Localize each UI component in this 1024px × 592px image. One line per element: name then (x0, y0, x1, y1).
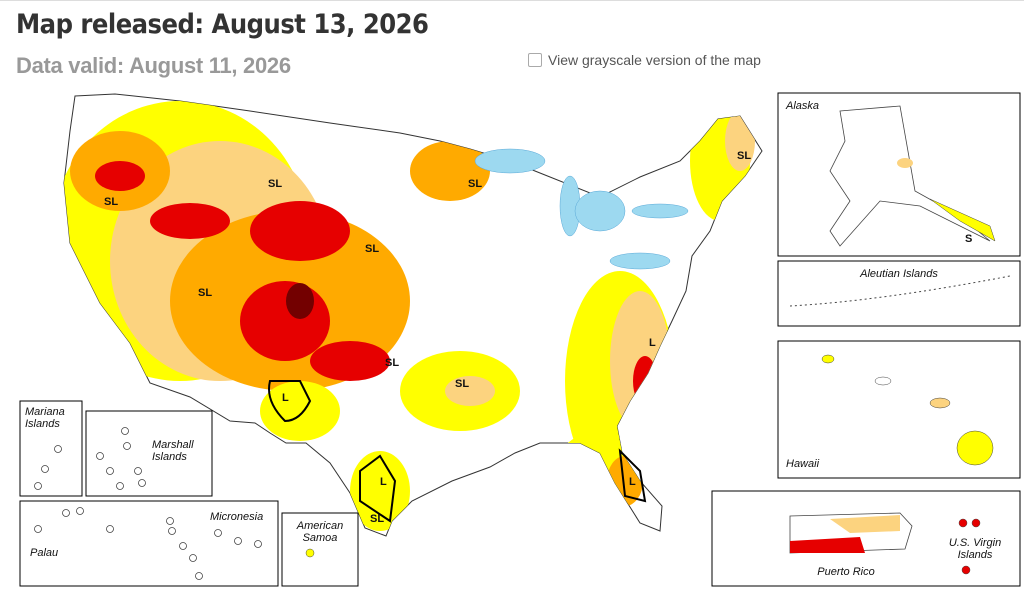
impact-label: SL (198, 287, 212, 299)
impact-label: SL (370, 513, 384, 525)
title: Map released: August 13, 2026 (16, 9, 429, 40)
inset-label: Hawaii (786, 458, 820, 470)
impact-label: SL (737, 150, 751, 162)
pr-box (711, 490, 1021, 587)
grayscale-toggle[interactable]: View grayscale version of the map (528, 52, 761, 68)
impact-label: S (965, 233, 972, 245)
inset-labels: Alaska Aleutian Islands Hawaii Puerto Ri… (25, 100, 1001, 578)
inset-label: Palau (30, 547, 58, 559)
aleutian-box (777, 260, 1021, 327)
inset-label: Puerto Rico (817, 566, 874, 578)
mariana-box (19, 400, 83, 497)
insets (19, 92, 1021, 587)
subtitle: Data valid: August 11, 2026 (16, 53, 291, 78)
drought-areas (64, 101, 755, 531)
marshall-box (85, 410, 213, 497)
impact-label: SL (385, 357, 399, 369)
samoa-box (281, 512, 359, 587)
inset-label: Micronesia (210, 511, 263, 523)
impact-label: L (629, 476, 636, 488)
impact-label: L (380, 476, 387, 488)
checkbox[interactable] (528, 53, 542, 67)
impact-label: SL (468, 178, 482, 190)
impact-label: SL (455, 378, 469, 390)
inset-label: Aleutian Islands (859, 268, 938, 280)
impact-label: SL (365, 243, 379, 255)
inset-label: Marshall Islands (152, 439, 194, 463)
inset-label: Mariana Islands (25, 406, 65, 430)
inset-label: U.S. Virgin Islands (949, 537, 1001, 561)
impact-label: L (282, 392, 289, 404)
inset-label: American Samoa (296, 520, 343, 544)
impact-label: SL (268, 178, 282, 190)
inset-shapes (34, 105, 1011, 580)
grayscale-label: View grayscale version of the map (548, 52, 761, 68)
impact-label: SL (104, 196, 118, 208)
inset-label: Alaska (785, 100, 819, 112)
conus (63, 93, 763, 537)
impact-label: L (649, 337, 656, 349)
hawaii-box (777, 340, 1021, 479)
micronesia-box (19, 500, 279, 587)
map-labels: SL SL SL SL SL SL SL SL SL L L L L S S S (104, 150, 972, 543)
alaska-box (777, 92, 1021, 257)
